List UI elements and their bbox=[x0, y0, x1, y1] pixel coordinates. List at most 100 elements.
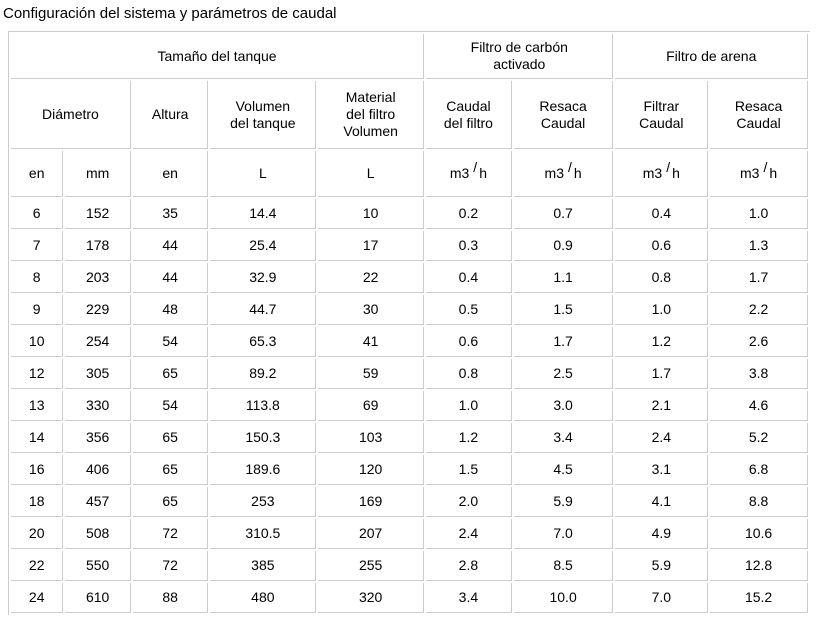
data-cell: 32.9 bbox=[210, 263, 317, 293]
data-cell: 178 bbox=[65, 231, 131, 261]
data-cell: 14 bbox=[11, 423, 64, 453]
unit-cell: en bbox=[132, 151, 209, 197]
data-cell: 8 bbox=[11, 263, 64, 293]
data-cell: 150.3 bbox=[210, 423, 317, 453]
column-header-cell: Material del filtro Volumen bbox=[318, 81, 425, 149]
data-cell: 35 bbox=[132, 199, 209, 229]
data-cell: 48 bbox=[132, 295, 209, 325]
data-cell: 88 bbox=[132, 583, 209, 613]
data-cell: 54 bbox=[132, 391, 209, 421]
data-cell: 255 bbox=[318, 551, 425, 581]
table-header: Tamaño del tanque Filtro de carbón activa… bbox=[11, 34, 808, 197]
unit-base: m3 bbox=[642, 165, 663, 181]
unit-base: m3 bbox=[449, 165, 470, 181]
data-cell: 72 bbox=[132, 551, 209, 581]
data-cell: 1.0 bbox=[710, 199, 808, 229]
data-cell: 310.5 bbox=[210, 519, 317, 549]
table-row: 14 356 65 150.3 103 1.2 3.4 2.4 5.2 bbox=[11, 423, 808, 453]
data-cell: 8.5 bbox=[513, 551, 614, 581]
data-cell: 120 bbox=[318, 455, 425, 485]
data-cell: 3.0 bbox=[513, 391, 614, 421]
data-cell: 8.8 bbox=[710, 487, 808, 517]
data-cell: 0.9 bbox=[513, 231, 614, 261]
data-cell: 4.5 bbox=[513, 455, 614, 485]
data-cell: 356 bbox=[65, 423, 131, 453]
data-cell: 1.2 bbox=[615, 327, 709, 357]
data-cell: 6.8 bbox=[710, 455, 808, 485]
data-cell: 5.2 bbox=[710, 423, 808, 453]
data-cell: 1.7 bbox=[710, 263, 808, 293]
data-cell: 10.6 bbox=[710, 519, 808, 549]
data-cell: 254 bbox=[65, 327, 131, 357]
data-cell: 480 bbox=[210, 583, 317, 613]
data-cell: 2.2 bbox=[710, 295, 808, 325]
data-cell: 65 bbox=[132, 487, 209, 517]
data-cell: 103 bbox=[318, 423, 425, 453]
data-cell: 4.1 bbox=[615, 487, 709, 517]
data-cell: 320 bbox=[318, 583, 425, 613]
unit-cell: L bbox=[318, 151, 425, 197]
data-cell: 13 bbox=[11, 391, 64, 421]
data-cell: 330 bbox=[65, 391, 131, 421]
data-cell: 24 bbox=[11, 583, 64, 613]
data-cell: 253 bbox=[210, 487, 317, 517]
unit-base: m3 bbox=[740, 165, 760, 181]
group-header-cell: Filtro de arena bbox=[615, 34, 808, 79]
data-cell: 10.0 bbox=[513, 583, 614, 613]
table-row: 18 457 65 253 169 2.0 5.9 4.1 8.8 bbox=[11, 487, 808, 517]
data-cell: 65 bbox=[132, 359, 209, 389]
unit-base: m3 bbox=[544, 165, 564, 181]
table-row: 16 406 65 189.6 120 1.5 4.5 3.1 6.8 bbox=[11, 455, 808, 485]
data-cell: 10 bbox=[318, 199, 425, 229]
data-cell: 6 bbox=[11, 199, 64, 229]
unit-cell: L bbox=[210, 151, 317, 197]
data-cell: 16 bbox=[11, 455, 64, 485]
data-cell: 2.8 bbox=[426, 551, 512, 581]
unit-slash: / bbox=[473, 159, 478, 175]
table-row: 24 610 88 480 320 3.4 10.0 7.0 15.2 bbox=[11, 583, 808, 613]
data-cell: 610 bbox=[65, 583, 131, 613]
column-header-cell: Resaca Caudal bbox=[513, 81, 614, 149]
data-cell: 1.5 bbox=[513, 295, 614, 325]
data-cell: 14.4 bbox=[210, 199, 317, 229]
data-cell: 0.6 bbox=[615, 231, 709, 261]
unit-cell: mm bbox=[65, 151, 131, 197]
unit-slash: / bbox=[567, 159, 572, 175]
data-cell: 1.1 bbox=[513, 263, 614, 293]
column-header-row: Diámetro Altura Volumen del tanque Material… bbox=[11, 81, 808, 149]
group-header-row: Tamaño del tanque Filtro de carbón activa… bbox=[11, 34, 808, 79]
data-cell: 54 bbox=[132, 327, 209, 357]
data-cell: 12 bbox=[11, 359, 64, 389]
unit-cell: m3/h bbox=[710, 151, 808, 197]
data-cell: 9 bbox=[11, 295, 64, 325]
data-cell: 12.8 bbox=[710, 551, 808, 581]
flow-parameters-table: Tamaño del tanque Filtro de carbón activa… bbox=[8, 31, 810, 615]
data-cell: 207 bbox=[318, 519, 425, 549]
page-title: Configuración del sistema y parámetros d… bbox=[3, 5, 337, 22]
column-header-cell: Resaca Caudal bbox=[710, 81, 808, 149]
data-cell: 22 bbox=[318, 263, 425, 293]
data-cell: 44 bbox=[132, 231, 209, 261]
data-cell: 0.7 bbox=[513, 199, 614, 229]
data-cell: 406 bbox=[65, 455, 131, 485]
unit-tail: h bbox=[769, 165, 778, 181]
data-cell: 152 bbox=[65, 199, 131, 229]
data-cell: 2.0 bbox=[426, 487, 512, 517]
data-cell: 2.4 bbox=[426, 519, 512, 549]
data-cell: 41 bbox=[318, 327, 425, 357]
data-cell: 305 bbox=[65, 359, 131, 389]
table-row: 22 550 72 385 255 2.8 8.5 5.9 12.8 bbox=[11, 551, 808, 581]
table-row: 8 203 44 32.9 22 0.4 1.1 0.8 1.7 bbox=[11, 263, 808, 293]
data-cell: 0.6 bbox=[426, 327, 512, 357]
data-cell: 3.1 bbox=[615, 455, 709, 485]
data-cell: 550 bbox=[65, 551, 131, 581]
data-cell: 72 bbox=[132, 519, 209, 549]
data-cell: 30 bbox=[318, 295, 425, 325]
unit-tail: h bbox=[479, 165, 487, 181]
table-row: 6 152 35 14.4 10 0.2 0.7 0.4 1.0 bbox=[11, 199, 808, 229]
data-cell: 65 bbox=[132, 423, 209, 453]
data-cell: 5.9 bbox=[513, 487, 614, 517]
data-cell: 15.2 bbox=[710, 583, 808, 613]
data-cell: 3.4 bbox=[426, 583, 512, 613]
